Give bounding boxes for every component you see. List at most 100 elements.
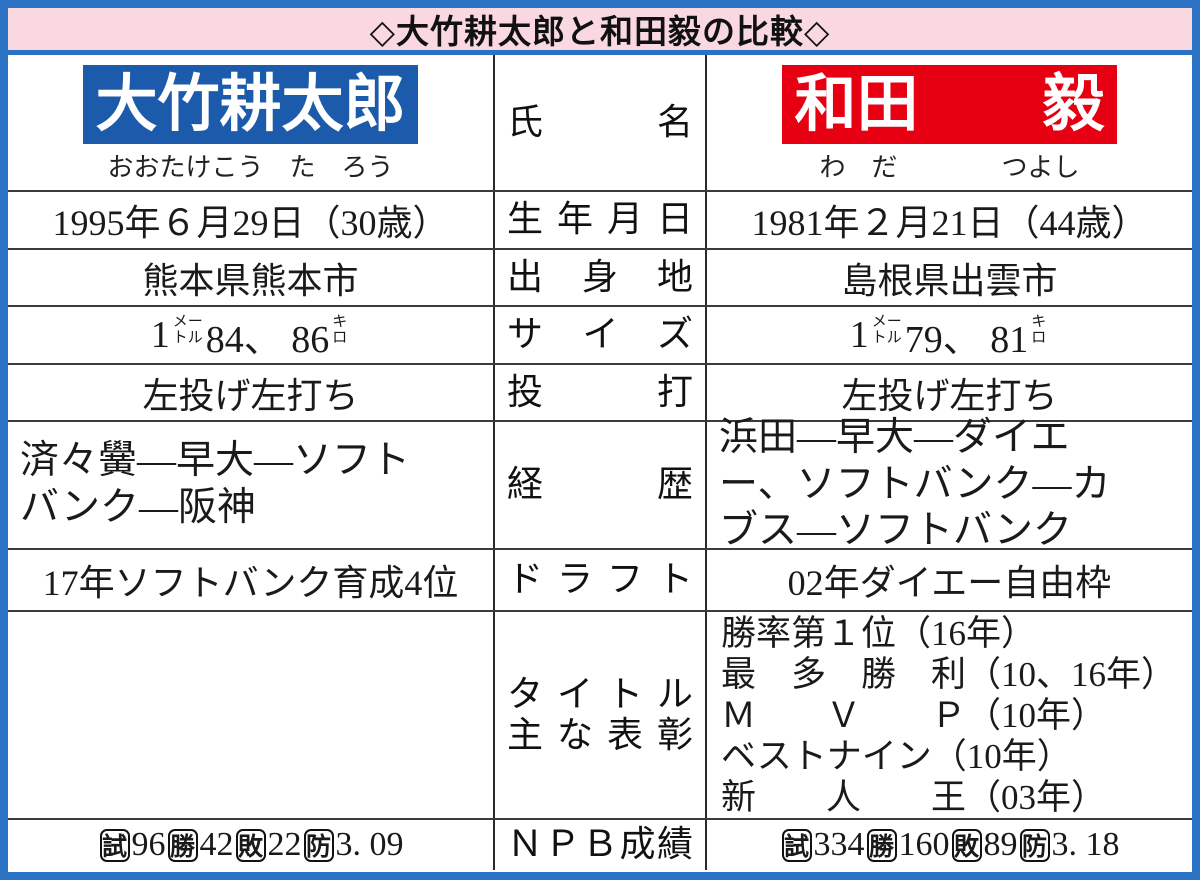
cell-otake-throw-bat: 左投げ左打ち	[8, 365, 493, 420]
label-name-text: 氏名	[507, 101, 693, 142]
kilo-unit-top: キ	[1031, 314, 1047, 331]
label-birthdate: 生年月日	[493, 192, 707, 248]
kilo-unit-icon: キ ロ	[1031, 314, 1047, 347]
otake-size-numbers: 84、 86	[205, 318, 330, 361]
cell-otake-birthdate: 1995年６月29日（30歳）	[8, 192, 493, 248]
wada-draft: 02年ダイエー自由枠	[787, 563, 1112, 603]
label-size-text: サイズ	[507, 314, 693, 355]
wada-birthplace: 島根県出雲市	[841, 260, 1058, 301]
wada-titles: 勝率第１位（16年） 最 多 勝 利（10、16年） Ｍ Ｖ Ｐ（10年） ベス…	[721, 613, 1177, 817]
meter-unit-icon: メー トル	[172, 314, 203, 347]
kilo-unit-bottom: ロ	[332, 330, 348, 346]
cell-wada-npb-stats: 試 334 勝 160 敗 89 防 3. 18	[707, 820, 1192, 870]
wins-box-icon: 勝	[167, 828, 198, 862]
label-size: サイズ	[493, 307, 707, 363]
row-size: 1 メー トル 84、 86 キ ロ サイズ 1 メー トル	[8, 305, 1192, 363]
wada-birthdate: 1981年２月21日（44歳）	[751, 203, 1148, 243]
row-birthplace: 熊本県熊本市 出身地 島根県出雲市	[8, 248, 1192, 305]
meter-unit-top: メー	[871, 314, 902, 331]
label-titles-line2: 主な表彰	[507, 715, 693, 755]
cell-otake-name: 大竹耕太郎 おおたけこう た ろう	[8, 55, 493, 190]
table-title: ◇大竹耕太郎と和田毅の比較◇	[369, 13, 831, 50]
otake-career: 済々黌―早大―ソフト バンク―阪神	[20, 439, 411, 529]
otake-losses: 22	[267, 826, 302, 863]
wada-wins: 160	[898, 826, 950, 863]
kilo-unit-bottom: ロ	[1031, 330, 1047, 346]
wada-name-box: 和田 毅	[782, 64, 1117, 145]
label-birthdate-text: 生年月日	[507, 199, 693, 240]
label-name: 氏名	[493, 55, 707, 190]
kilo-unit-top: キ	[332, 314, 348, 331]
cell-otake-career: 済々黌―早大―ソフト バンク―阪神	[8, 422, 493, 548]
cell-wada-size: 1 メー トル 79、 81 キ ロ	[707, 307, 1192, 363]
meter-unit-bottom: トル	[871, 330, 902, 346]
label-birthplace-text: 出身地	[507, 256, 693, 297]
row-titles-awards: タイトル 主な表彰 勝率第１位（16年） 最 多 勝 利（10、16年） Ｍ Ｖ…	[8, 610, 1192, 818]
label-throw-bat: 投打	[493, 365, 707, 420]
wada-size-numbers: 79、 81	[904, 318, 1029, 361]
otake-wins: 42	[199, 826, 234, 863]
wins-box-icon: 勝	[866, 828, 897, 862]
wada-size: 1 メー トル 79、 81 キ ロ	[850, 308, 1050, 363]
games-box-icon: 試	[99, 828, 130, 862]
meter-unit-icon: メー トル	[871, 314, 902, 347]
cell-wada-throw-bat: 左投げ左打ち	[707, 365, 1192, 420]
wada-games: 334	[813, 826, 865, 863]
cell-otake-birthplace: 熊本県熊本市	[8, 250, 493, 305]
losses-box-icon: 敗	[951, 828, 982, 862]
label-titles: タイトル 主な表彰	[493, 612, 707, 818]
cell-otake-size: 1 メー トル 84、 86 キ ロ	[8, 307, 493, 363]
label-draft-text: ドラフト	[507, 559, 693, 600]
otake-era: 3. 09	[335, 826, 404, 863]
cell-wada-birthdate: 1981年２月21日（44歳）	[707, 192, 1192, 248]
otake-size: 1 メー トル 84、 86 キ ロ	[151, 308, 351, 363]
otake-height-prefix: 1	[150, 314, 170, 356]
cell-wada-birthplace: 島根県出雲市	[707, 250, 1192, 305]
otake-games: 96	[131, 826, 166, 863]
meter-unit-bottom: トル	[172, 330, 203, 346]
label-career: 経歴	[493, 422, 707, 548]
wada-furigana: わ だ つよし	[819, 153, 1080, 183]
otake-npb-stats: 試 96 勝 42 敗 22 防 3. 09	[98, 826, 404, 864]
label-npb-text: ＮＰＢ成績	[507, 824, 693, 865]
label-npb-stats: ＮＰＢ成績	[493, 820, 707, 870]
cell-wada-name: 和田 毅 わ だ つよし	[707, 55, 1192, 190]
era-box-icon: 防	[303, 828, 334, 862]
wada-npb-stats: 試 334 勝 160 敗 89 防 3. 18	[780, 826, 1120, 864]
meter-unit-top: メー	[172, 314, 203, 331]
era-box-icon: 防	[1019, 828, 1050, 862]
label-throw-bat-text: 投打	[507, 371, 693, 412]
row-birthdate: 1995年６月29日（30歳） 生年月日 1981年２月21日（44歳）	[8, 190, 1192, 248]
cell-otake-titles	[8, 612, 493, 818]
otake-furigana: おおたけこう た ろう	[107, 153, 394, 183]
wada-height-prefix: 1	[849, 314, 869, 356]
label-draft: ドラフト	[493, 550, 707, 610]
otake-throw-bat: 左投げ左打ち	[142, 375, 359, 416]
cell-wada-draft: 02年ダイエー自由枠	[707, 550, 1192, 610]
cell-otake-npb-stats: 試 96 勝 42 敗 22 防 3. 09	[8, 820, 493, 870]
label-career-text: 経歴	[507, 464, 693, 505]
otake-birthdate: 1995年６月29日（30歳）	[52, 203, 449, 243]
wada-throw-bat: 左投げ左打ち	[841, 375, 1058, 416]
games-box-icon: 試	[781, 828, 812, 862]
label-birthplace: 出身地	[493, 250, 707, 305]
kilo-unit-icon: キ ロ	[332, 314, 348, 347]
wada-era: 3. 18	[1051, 826, 1120, 863]
wada-losses: 89	[983, 826, 1018, 863]
losses-box-icon: 敗	[235, 828, 266, 862]
label-titles-line1: タイトル	[507, 673, 693, 714]
otake-name-box: 大竹耕太郎	[83, 64, 418, 145]
cell-otake-draft: 17年ソフトバンク育成4位	[8, 550, 493, 610]
title-bar: ◇大竹耕太郎と和田毅の比較◇	[8, 8, 1192, 55]
row-career: 済々黌―早大―ソフト バンク―阪神 経歴 浜田―早大―ダイエ ー、ソフトバンク―…	[8, 416, 1192, 553]
row-throw-bat: 左投げ左打ち 投打 左投げ左打ち	[8, 363, 1192, 420]
row-draft: 17年ソフトバンク育成4位 ドラフト 02年ダイエー自由枠	[8, 548, 1192, 610]
otake-birthplace: 熊本県熊本市	[142, 260, 359, 301]
otake-draft: 17年ソフトバンク育成4位	[42, 563, 459, 603]
row-npb-stats: 試 96 勝 42 敗 22 防 3. 09 ＮＰＢ成績 試 334 勝 160…	[8, 818, 1192, 870]
row-name: 大竹耕太郎 おおたけこう た ろう 氏名 和田 毅 わ だ つよし	[8, 55, 1192, 190]
wada-career: 浜田―早大―ダイエ ー、ソフトバンク―カ ブス―ソフトバンク	[719, 415, 1111, 553]
cell-wada-titles: 勝率第１位（16年） 最 多 勝 利（10、16年） Ｍ Ｖ Ｐ（10年） ベス…	[707, 612, 1192, 818]
cell-wada-career: 浜田―早大―ダイエ ー、ソフトバンク―カ ブス―ソフトバンク	[707, 416, 1192, 553]
